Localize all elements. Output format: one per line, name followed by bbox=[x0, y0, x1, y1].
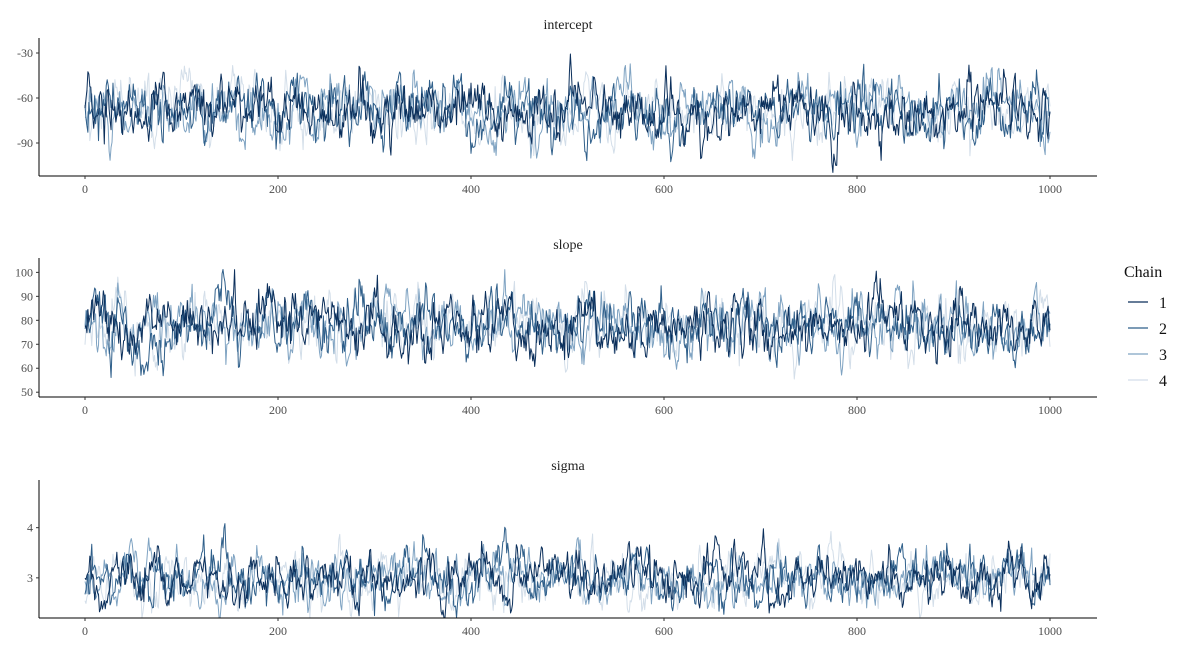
x-tick-label: 1000 bbox=[1038, 182, 1062, 196]
x-tick-label: 0 bbox=[82, 182, 88, 196]
legend-item-chain-1: 1 bbox=[1128, 295, 1167, 312]
x-tick-label: 1000 bbox=[1038, 624, 1062, 638]
y-tick-label: 70 bbox=[21, 337, 33, 351]
panel-sigma: sigma 3 4 0 200 400 600 800 1000 bbox=[27, 459, 1097, 638]
y-tick-label: 80 bbox=[21, 313, 33, 327]
panel-title: intercept bbox=[544, 18, 593, 33]
legend-label: 1 bbox=[1159, 295, 1167, 312]
x-tick-label: 800 bbox=[848, 624, 866, 638]
legend-label: 3 bbox=[1159, 347, 1167, 364]
trace-line-chain-1 bbox=[84, 528, 1051, 619]
x-tick-label: 200 bbox=[269, 403, 287, 417]
x-tick-label: 1000 bbox=[1038, 403, 1062, 417]
y-tick-label: 100 bbox=[15, 265, 33, 279]
panel-intercept: intercept -30 -60 -90 0 200 400 600 800 1000 bbox=[17, 18, 1097, 196]
panels-group: intercept-30-60-900 200 400 600 800 1000slope… bbox=[15, 18, 1097, 638]
x-tick-label: 600 bbox=[655, 624, 673, 638]
y-tick-label: 90 bbox=[21, 289, 33, 303]
y-tick-label: 60 bbox=[21, 361, 33, 375]
panel-title: slope bbox=[553, 238, 583, 253]
legend-item-chain-2: 2 bbox=[1128, 321, 1167, 338]
trace-line-chain-1 bbox=[84, 53, 1051, 173]
x-tick-label: 600 bbox=[655, 403, 673, 417]
legend-title: Chain bbox=[1124, 264, 1162, 281]
y-tick-label: 3 bbox=[27, 571, 33, 585]
legend-item-chain-3: 3 bbox=[1128, 347, 1167, 364]
x-tick-label: 400 bbox=[462, 624, 480, 638]
panel-title: sigma bbox=[551, 459, 585, 474]
trace-line-chain-1 bbox=[84, 269, 1051, 368]
x-tick-label: 200 bbox=[269, 182, 287, 196]
x-tick-label: 400 bbox=[462, 403, 480, 417]
trace-line-chain-2 bbox=[84, 523, 1051, 619]
x-tick-label: 400 bbox=[462, 182, 480, 196]
x-tick-label: 0 bbox=[82, 624, 88, 638]
trace-line-chain-2 bbox=[84, 268, 1051, 378]
x-tick-label: 800 bbox=[848, 182, 866, 196]
x-tick-label: 600 bbox=[655, 182, 673, 196]
y-tick-label: -90 bbox=[17, 136, 33, 150]
legend-label: 2 bbox=[1159, 321, 1167, 338]
legend-items: 1 2 3 4 bbox=[1128, 295, 1167, 390]
y-tick-label: -30 bbox=[17, 46, 33, 60]
x-tick-label: 800 bbox=[848, 403, 866, 417]
y-tick-label: 4 bbox=[27, 521, 33, 535]
y-tick-label: -60 bbox=[17, 91, 33, 105]
x-tick-label: 0 bbox=[82, 403, 88, 417]
legend-item-chain-4: 4 bbox=[1128, 373, 1167, 390]
trace-line-chain-4 bbox=[84, 531, 1051, 619]
y-tick-label: 50 bbox=[21, 385, 33, 399]
legend: Chain 1 2 3 4 bbox=[1124, 264, 1167, 390]
legend-label: 4 bbox=[1159, 373, 1167, 390]
x-tick-label: 200 bbox=[269, 624, 287, 638]
